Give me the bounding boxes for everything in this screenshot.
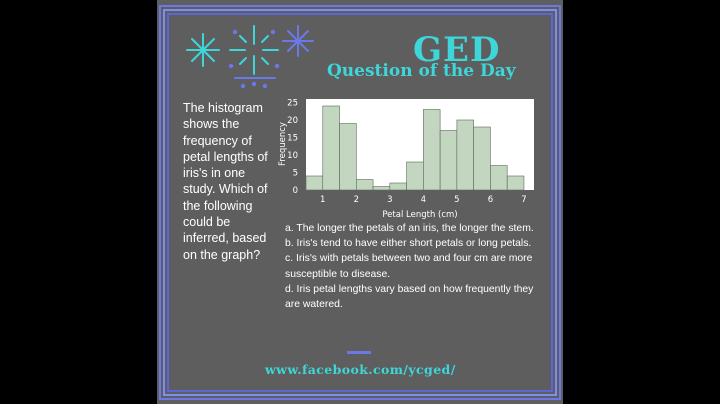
y-tick-label: 0	[293, 186, 298, 196]
card-frame-outer	[159, 5, 561, 400]
firework-dots-icon	[228, 29, 280, 89]
histogram-bar	[406, 161, 424, 191]
footer-divider	[347, 351, 371, 354]
histogram-bar	[439, 130, 458, 191]
star-burst-icon	[282, 25, 314, 57]
answer-option-b: b. Iris's tend to have either short peta…	[285, 238, 532, 250]
x-tick-label: 1	[320, 195, 325, 205]
question-text: The histogram shows the frequency of pet…	[183, 101, 268, 262]
fireworks-decoration	[186, 25, 314, 89]
facebook-link[interactable]: www.facebook.com/ycged/	[265, 362, 456, 377]
histogram-bar	[389, 182, 407, 191]
petal-length-histogram: 0 5 10 15 20 25 1 2 3 4 5 6 7 Frequency Petal Lengt…	[278, 99, 534, 220]
x-tick-label: 7	[521, 195, 526, 205]
answer-option-c: c. Iris's with petals between two and fo…	[285, 253, 533, 280]
y-tick-label: 20	[287, 116, 298, 126]
firework-icon	[229, 25, 279, 79]
y-tick-label: 5	[293, 169, 298, 179]
histogram-bar	[355, 179, 374, 191]
card-frame-inner	[167, 13, 553, 392]
question-card: GED Question of the Day The histogram sh…	[157, 0, 563, 404]
histogram-bar	[339, 123, 357, 191]
y-axis-label: Frequency	[278, 122, 288, 166]
sparkle-icon	[186, 33, 220, 67]
x-tick-label: 6	[488, 195, 493, 205]
answer-option-d: d. Iris petal lengths vary based on how …	[285, 283, 534, 311]
x-tick-label: 2	[354, 195, 359, 205]
histogram-bar	[322, 105, 340, 191]
histogram-bar	[372, 186, 391, 191]
histogram-bar	[456, 119, 474, 191]
histogram-bar	[506, 175, 525, 191]
card-frame-middle	[163, 9, 557, 396]
answer-list: a. The longer the petals of an iris, the…	[285, 221, 547, 312]
x-tick-label: 4	[421, 195, 426, 205]
x-tick-label: 3	[387, 195, 392, 205]
y-tick-label: 25	[287, 99, 298, 109]
x-axis-label: Petal Length (cm)	[382, 210, 457, 220]
y-tick-label: 10	[287, 151, 298, 161]
x-tick-label: 5	[454, 195, 459, 205]
answer-option-a: a. The longer the petals of an iris, the…	[285, 223, 534, 234]
question-of-the-day-title: Question of the Day	[327, 61, 516, 81]
histogram-bar	[305, 175, 324, 191]
histogram-bar	[423, 109, 441, 191]
histogram-bar	[490, 165, 508, 191]
ged-title: GED	[413, 30, 501, 70]
histogram-bar	[473, 126, 491, 191]
y-tick-label: 15	[287, 134, 298, 144]
